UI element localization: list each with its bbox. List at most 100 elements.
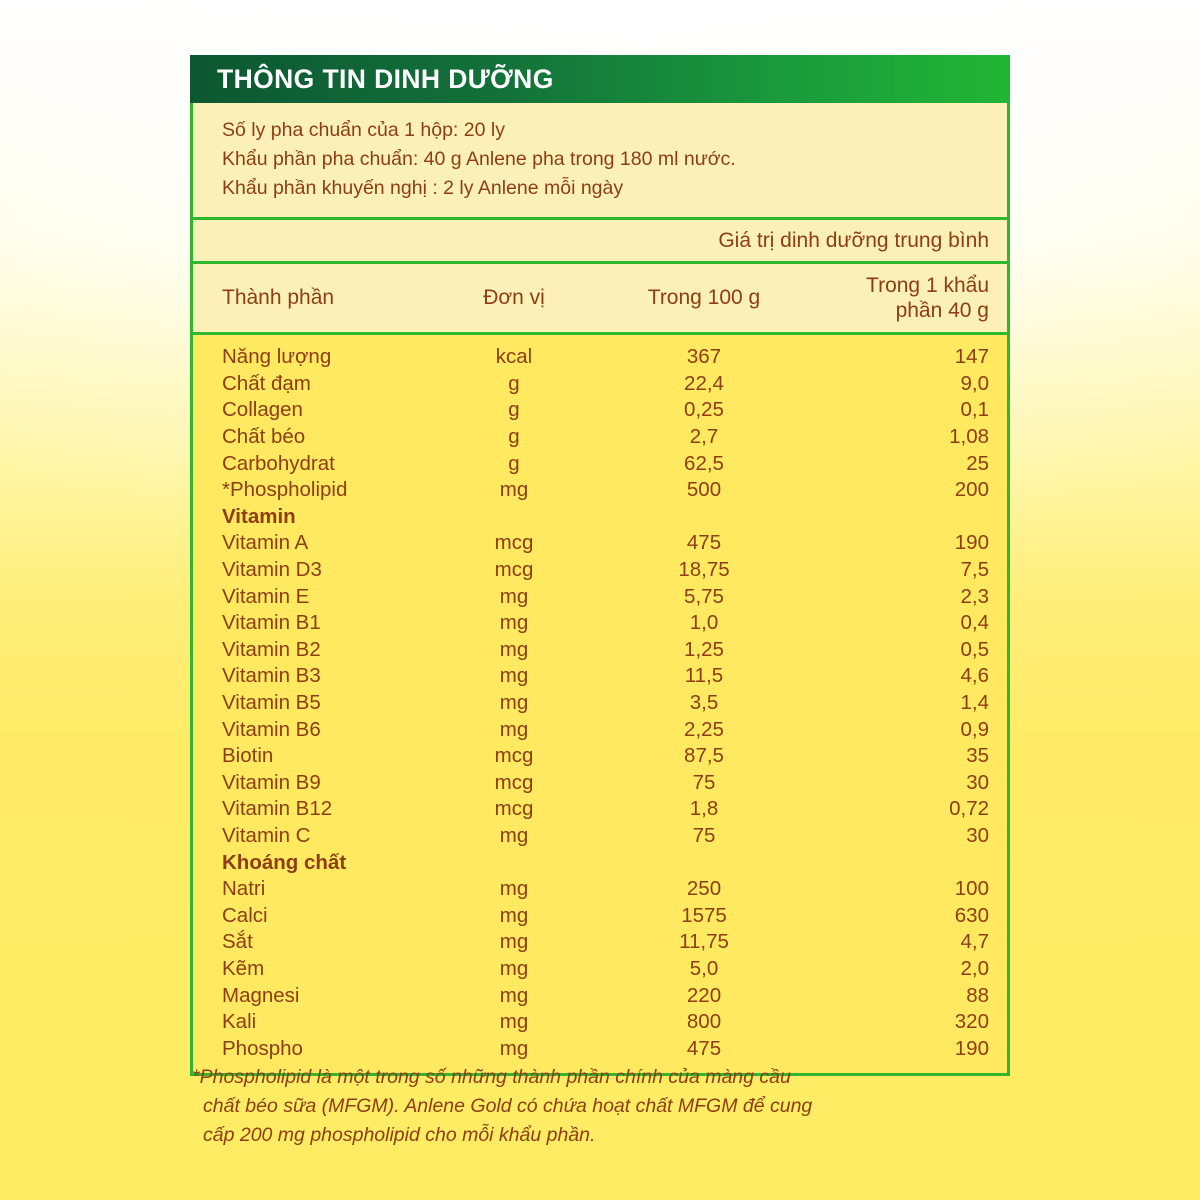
table-row: Sắt mg 11,75 4,7 [193, 929, 1007, 956]
cell-unit: mcg [494, 558, 534, 582]
cell-unit: mg [499, 664, 529, 688]
cell-per-100g: 2,25 [684, 717, 724, 741]
nutrition-title-bar: THÔNG TIN DINH DƯỠNG [190, 55, 1010, 103]
footnote-line: chất béo sữa (MFGM). Anlene Gold có chứa… [203, 1095, 813, 1117]
table-row: Vitamin B1 mg 1,0 0,4 [193, 610, 1007, 637]
cell-unit: mcg [494, 531, 534, 555]
table-row: Vitamin B9 mcg 75 30 [193, 770, 1007, 797]
cell-per-100g: 5,0 [689, 956, 719, 980]
table-row: Collagen g 0,25 0,1 [193, 397, 1007, 424]
table-row: Biotin mcg 87,5 35 [193, 743, 1007, 770]
table-row: Vitamin E mg 5,75 2,3 [193, 583, 1007, 610]
cell-per-100g: 1,0 [689, 611, 719, 635]
cell-component-name: Vitamin D3 [222, 558, 322, 582]
cell-unit: mg [499, 478, 529, 502]
cell-per-serving: 0,72 [949, 797, 989, 821]
table-row: Calci mg 1575 630 [193, 902, 1007, 929]
cell-per-100g: 500 [686, 478, 722, 502]
cell-per-100g: 11,5 [684, 664, 724, 688]
cell-component-name: Khoáng chất [222, 850, 347, 874]
table-row: Vitamin C mg 75 30 [193, 823, 1007, 850]
cell-unit: mcg [494, 770, 534, 794]
page-title: THÔNG TIN DINH DƯỠNG [217, 63, 554, 94]
cell-per-100g: 1,8 [689, 797, 719, 821]
cell-per-100g: 18,75 [678, 558, 730, 582]
footnote-line: *Phospholipid là một trong số những thàn… [192, 1066, 791, 1088]
footnote-line: cấp 200 mg phospholipid cho mỗi khẩu phầ… [203, 1124, 596, 1146]
nutrition-facts-panel: THÔNG TIN DINH DƯỠNG Số ly pha chuẩn của… [190, 55, 1010, 1077]
table-row: Vitamin B5 mg 3,5 1,4 [193, 690, 1007, 717]
table-row: *Phospholipid mg 500 200 [193, 477, 1007, 504]
cell-per-100g: 220 [686, 983, 722, 1007]
cell-per-serving: 0,4 [960, 611, 990, 635]
column-header-per-serving-line2: phần 40 g [895, 299, 989, 322]
cell-unit: mg [499, 1010, 529, 1034]
cell-per-serving: 30 [966, 823, 989, 847]
cell-component-name: Vitamin B9 [222, 770, 321, 794]
table-span-header-row: Giá trị dinh dưỡng trung bình [193, 220, 1007, 264]
table-row: Chất béo g 2,7 1,08 [193, 424, 1007, 451]
cell-per-100g: 367 [686, 345, 722, 369]
cell-component-name: Magnesi [222, 983, 300, 1007]
cell-per-serving: 2,3 [960, 584, 990, 608]
cell-component-name: Vitamin B3 [222, 664, 321, 688]
serving-info-line: Khẩu phần pha chuẩn: 40 g Anlene pha tro… [222, 148, 736, 170]
cell-component-name: Vitamin E [222, 584, 310, 608]
cell-per-100g: 1575 [681, 903, 727, 927]
cell-unit: mg [499, 930, 529, 954]
nutrition-table-body: Năng lượng kcal 367 147 Chất đạm g 22,4 9,0 Coll… [193, 335, 1007, 1074]
cell-component-name: Collagen [222, 398, 303, 422]
table-row: Phospho mg 475 190 [193, 1035, 1007, 1062]
cell-per-serving: 147 [954, 345, 989, 369]
cell-per-serving: 190 [954, 1036, 989, 1060]
serving-info-line: Số ly pha chuẩn của 1 hộp: 20 ly [222, 119, 505, 141]
cell-unit: mg [499, 691, 529, 715]
cell-component-name: Natri [222, 877, 266, 901]
cell-component-name: Phospho [222, 1036, 303, 1060]
table-row: Vitamin B3 mg 11,5 4,6 [193, 663, 1007, 690]
cell-per-serving: 190 [954, 531, 989, 555]
cell-per-100g: 800 [686, 1010, 722, 1034]
cell-unit: g [508, 371, 520, 395]
cell-per-serving: 4,6 [960, 664, 990, 688]
serving-info-line: Khẩu phần khuyến nghị : 2 ly Anlene mỗi … [222, 177, 624, 199]
column-header-unit: Đơn vị [483, 286, 545, 309]
cell-per-serving: 200 [954, 478, 989, 502]
table-row: Natri mg 250 100 [193, 876, 1007, 903]
cell-unit: mg [499, 637, 529, 661]
column-header-component: Thành phần [222, 286, 335, 309]
cell-component-name: Carbohydrat [222, 451, 335, 475]
cell-unit: mg [499, 611, 529, 635]
table-row: Vitamin B6 mg 2,25 0,9 [193, 716, 1007, 743]
cell-per-serving: 2,0 [960, 956, 990, 980]
cell-component-name: Năng lượng [222, 345, 332, 369]
cell-component-name: Chất đạm [222, 371, 311, 395]
cell-per-100g: 475 [686, 1036, 722, 1060]
cell-component-name: Vitamin B5 [222, 691, 321, 715]
cell-unit: mg [499, 1036, 529, 1060]
cell-unit: g [508, 398, 520, 422]
average-nutrition-value-header: Giá trị dinh dưỡng trung bình [718, 228, 989, 252]
table-row: Kẽm mg 5,0 2,0 [193, 956, 1007, 983]
cell-per-serving: 1,4 [960, 691, 990, 715]
table-row: Năng lượng kcal 367 147 [193, 344, 1007, 371]
cell-component-name: Vitamin C [222, 823, 311, 847]
table-row: Magnesi mg 220 88 [193, 982, 1007, 1009]
cell-per-serving: 100 [954, 877, 989, 901]
table-row: Kali mg 800 320 [193, 1009, 1007, 1036]
cell-per-100g: 75 [692, 823, 716, 847]
cell-component-name: Kẽm [222, 956, 265, 980]
cell-unit: g [508, 451, 520, 475]
cell-per-100g: 87,5 [684, 744, 724, 768]
cell-per-serving: 30 [966, 770, 989, 794]
cell-per-serving: 9,0 [960, 371, 990, 395]
cell-per-serving: 7,5 [960, 558, 990, 582]
cell-per-serving: 88 [966, 983, 989, 1007]
cell-component-name: Vitamin B6 [222, 717, 321, 741]
cell-unit: g [508, 425, 520, 449]
table-row: Vitamin B12 mcg 1,8 0,72 [193, 796, 1007, 823]
cell-per-serving: 1,08 [949, 425, 989, 449]
cell-component-name: Chất béo [222, 425, 306, 449]
cell-component-name: Sắt [222, 930, 253, 954]
cell-component-name: Biotin [222, 744, 274, 768]
